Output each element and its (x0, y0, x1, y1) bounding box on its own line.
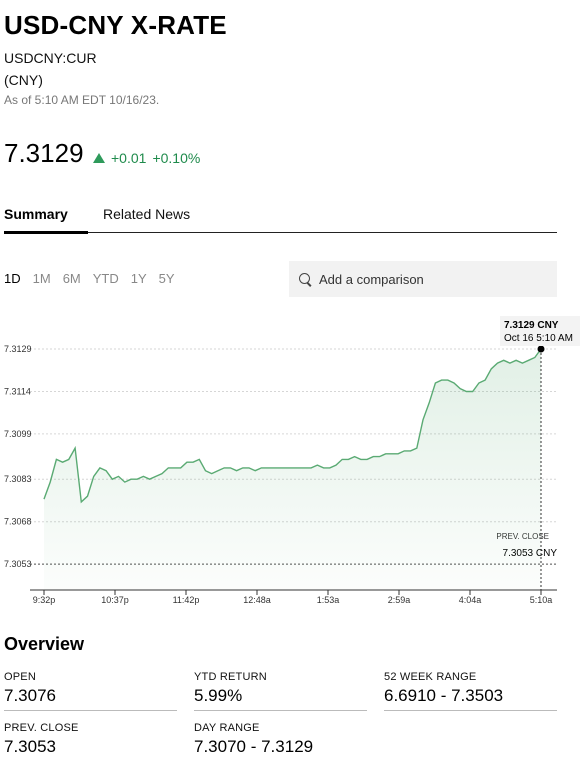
stat-prev-close-value: 7.3053 (4, 737, 56, 756)
stat-prev-close: PREV. CLOSE 7.3053 (4, 722, 177, 761)
tab-related-news[interactable]: Related News (103, 206, 190, 222)
current-point-marker (537, 345, 545, 353)
stat-52-week-range-value: 6.6910 - 7.3503 (384, 686, 557, 711)
tab-bar: Summary Related News (4, 204, 557, 234)
range-1d[interactable]: 1D (4, 271, 21, 286)
overview-title: Overview (4, 634, 85, 654)
tooltip-value: 7.3129 CNY (504, 320, 559, 331)
range-6m[interactable]: 6M (62, 271, 81, 286)
y-tick-label: 7.3068 (4, 517, 32, 527)
price-chart[interactable]: 7.31297.31147.30997.30837.30687.3053PREV… (0, 312, 580, 607)
as-of-timestamp: As of 5:10 AM EDT 10/16/23. (4, 93, 160, 107)
tab-related-news-label: Related News (103, 206, 191, 222)
tab-summary-label: Summary (4, 206, 68, 222)
y-tick-label: 7.3114 (4, 386, 31, 396)
x-tick-label: 10:37p (101, 595, 129, 605)
x-tick-label: 1:53a (317, 595, 340, 605)
stat-day-range-label: DAY RANGE (194, 722, 260, 734)
stat-open-label: OPEN (4, 671, 36, 683)
x-tick-label: 2:59a (388, 595, 411, 605)
price-line (43, 348, 542, 504)
arrow-up-icon (93, 153, 105, 163)
stat-prev-close-label: PREV. CLOSE (4, 722, 79, 734)
ticker-symbol: USDCNY:CUR (4, 50, 97, 66)
stat-day-range: DAY RANGE 7.3070 - 7.3129 (194, 722, 367, 761)
stat-52-week-range-label: 52 WEEK RANGE (384, 671, 477, 683)
price-change: +0.01 +0.10% (93, 150, 200, 166)
page-title: USD-CNY X-RATE (4, 10, 227, 40)
active-tab-indicator (4, 231, 88, 234)
stat-open: OPEN 7.3076 (4, 671, 177, 711)
range-1y[interactable]: 1Y (130, 271, 147, 286)
y-tick-label: 7.3053 (4, 559, 32, 569)
tooltip-box (500, 316, 580, 346)
stat-ytd-return: YTD RETURN 5.99% (194, 671, 367, 711)
search-icon (299, 272, 312, 286)
range-5y[interactable]: 5Y (158, 271, 175, 286)
change-percent: +0.10% (152, 150, 201, 166)
change-value: +0.01 (111, 150, 147, 166)
tab-summary[interactable]: Summary (4, 206, 68, 222)
stat-day-range-value: 7.3070 - 7.3129 (194, 737, 314, 756)
price-chart-svg[interactable]: 7.31297.31147.30997.30837.30687.3053PREV… (0, 312, 580, 607)
price-area (44, 349, 541, 590)
x-tick-label: 9:32p (33, 595, 56, 605)
add-comparison-placeholder: Add a comparison (319, 271, 424, 287)
y-tick-label: 7.3099 (4, 429, 32, 439)
time-range-selector: 1D 1M 6M YTD 1Y 5Y (4, 271, 187, 286)
stat-ytd-return-label: YTD RETURN (194, 671, 267, 683)
x-tick-label: 11:42p (173, 595, 200, 605)
range-ytd[interactable]: YTD (92, 271, 119, 286)
x-tick-label: 4:04a (459, 595, 482, 605)
y-tick-label: 7.3129 (4, 344, 32, 354)
stat-open-value: 7.3076 (4, 686, 177, 711)
tooltip-time: Oct 16 5:10 AM (504, 333, 573, 344)
y-tick-label: 7.3083 (4, 474, 32, 484)
currency-label: (CNY) (4, 72, 43, 88)
add-comparison-input[interactable]: Add a comparison (289, 261, 557, 297)
x-tick-label: 5:10a (530, 595, 553, 605)
range-1m[interactable]: 1M (32, 271, 51, 286)
current-price: 7.3129 (4, 138, 84, 168)
stat-52-week-range: 52 WEEK RANGE 6.6910 - 7.3503 (384, 671, 557, 711)
stat-ytd-return-value: 5.99% (194, 686, 367, 711)
x-tick-label: 12:48a (243, 595, 271, 605)
